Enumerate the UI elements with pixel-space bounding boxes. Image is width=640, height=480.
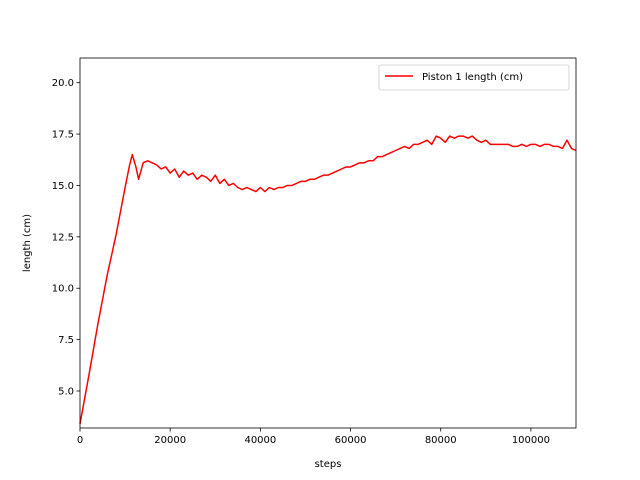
plot-area-frame	[79, 57, 577, 429]
y-tick-label: 7.5	[58, 335, 74, 346]
y-tick-label: 17.5	[52, 130, 74, 141]
plot-area-background	[80, 58, 576, 428]
x-tick-label: 20000	[154, 435, 186, 446]
legend-box	[378, 64, 570, 91]
y-tick-label: 15.0	[52, 181, 74, 192]
y-tick-label: 12.5	[52, 232, 74, 243]
ticks-layer: 0 20000 40000 60000 80000 100000 5.0 7.5 10.0 12.…	[52, 78, 550, 446]
legend-entry-label: Piston 1 length (cm)	[422, 72, 523, 83]
data-layer	[79, 135, 577, 425]
x-tick-label: 40000	[244, 435, 276, 446]
series-line-0	[79, 135, 577, 425]
x-tick-label: 0	[77, 435, 83, 446]
x-axis-label: steps	[315, 459, 342, 470]
x-tick-label: 60000	[335, 435, 367, 446]
y-tick-label: 10.0	[52, 284, 74, 295]
y-axis-label: length (cm)	[22, 214, 33, 272]
legend: Piston 1 length (cm)	[378, 64, 570, 91]
y-tick-label: 20.0	[52, 78, 74, 89]
y-tick-label: 5.0	[58, 387, 74, 398]
x-tick-label: 100000	[512, 435, 550, 446]
x-tick-label: 80000	[425, 435, 457, 446]
